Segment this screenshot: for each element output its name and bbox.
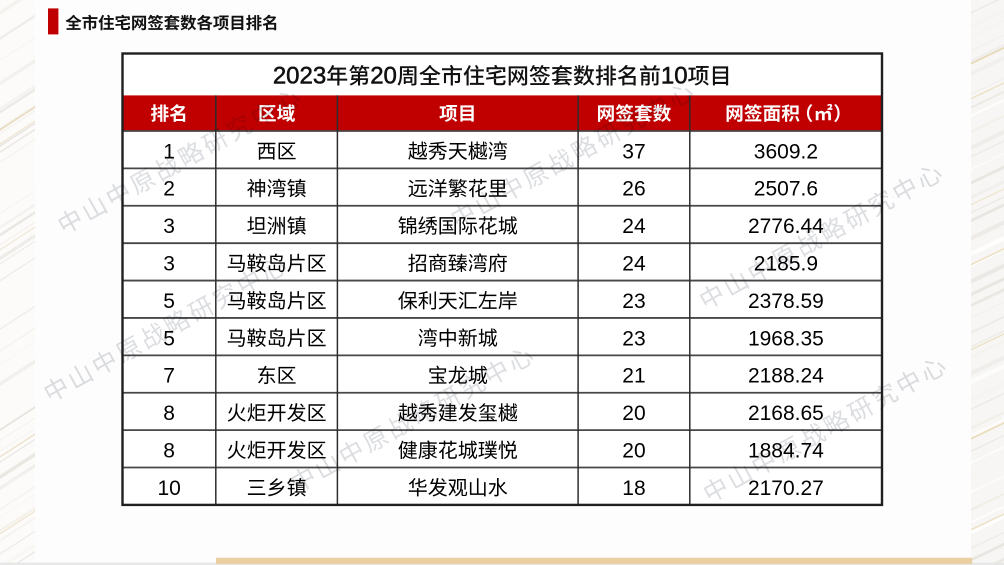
svg-text:1968.35: 1968.35 [748,327,824,350]
svg-text:26: 26 [622,178,645,201]
svg-text:23: 23 [622,327,645,350]
svg-text:20: 20 [370,63,397,90]
svg-text:2023: 2023 [273,63,326,90]
svg-text:2170.27: 2170.27 [748,477,824,500]
svg-text:7: 7 [163,365,175,388]
svg-text:21: 21 [622,365,645,388]
svg-text:23: 23 [622,290,645,313]
svg-text:3609.2: 3609.2 [754,140,818,163]
svg-text:5: 5 [163,327,175,350]
svg-text:2168.65: 2168.65 [748,402,824,425]
svg-text:2188.24: 2188.24 [748,365,824,388]
svg-text:5: 5 [163,290,175,313]
svg-text:18: 18 [622,477,645,500]
svg-text:20: 20 [622,439,645,462]
svg-text:10: 10 [157,477,180,500]
svg-text:1884.74: 1884.74 [748,439,824,462]
svg-text:2378.59: 2378.59 [748,290,824,313]
svg-text:2507.6: 2507.6 [754,178,818,201]
svg-text:24: 24 [622,215,646,238]
svg-text:8: 8 [163,439,175,462]
svg-text:1: 1 [163,140,175,163]
svg-text:24: 24 [622,252,646,275]
svg-text:3: 3 [163,215,175,238]
svg-text:10: 10 [661,63,688,90]
svg-text:2185.9: 2185.9 [754,252,818,275]
svg-text:20: 20 [622,402,645,425]
svg-text:8: 8 [163,402,175,425]
svg-text:37: 37 [622,140,645,163]
svg-text:2776.44: 2776.44 [748,215,824,238]
svg-text:2: 2 [163,178,175,201]
svg-text:3: 3 [163,252,175,275]
